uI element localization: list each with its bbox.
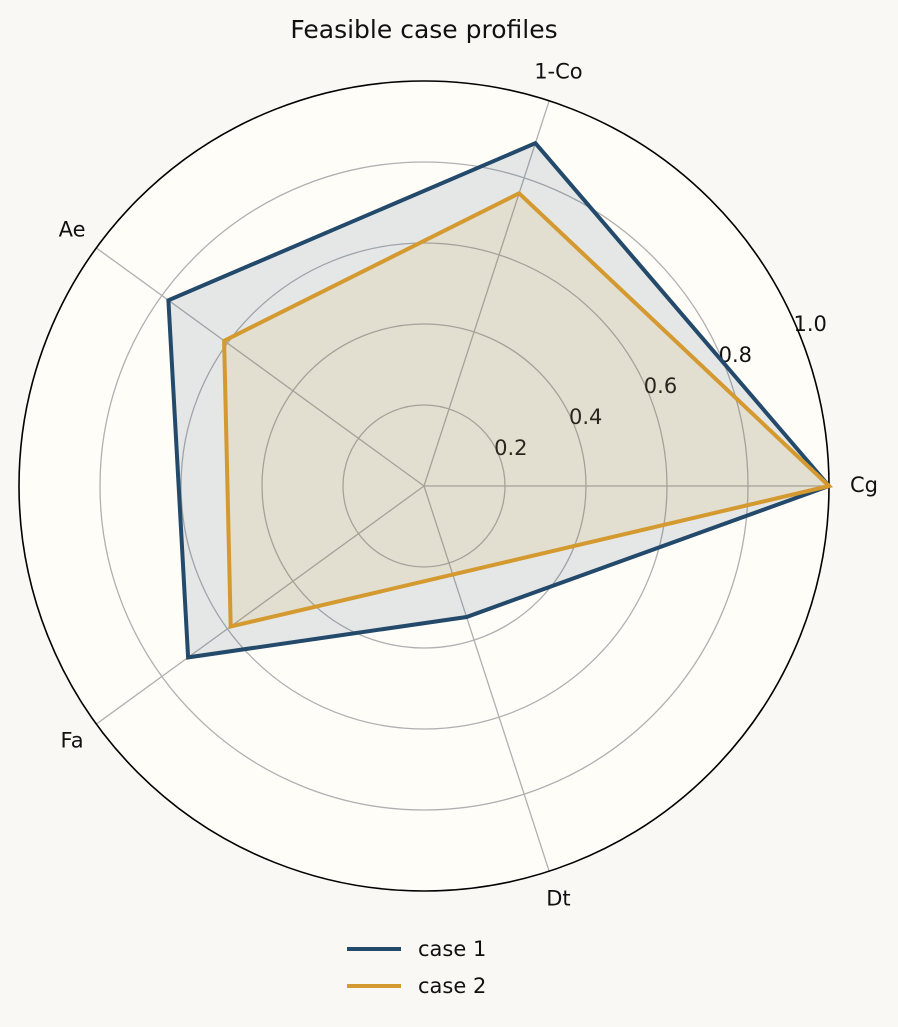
spoke <box>95 485 425 725</box>
category-label: Fa <box>61 729 84 753</box>
spoke <box>95 247 425 487</box>
series-area <box>222 190 834 630</box>
category-label: Ae <box>59 217 86 241</box>
legend-label: case 2 <box>418 974 486 998</box>
chart-title: Feasible case profiles <box>290 15 557 44</box>
category-label: Cg <box>850 473 878 497</box>
spoke <box>423 100 550 487</box>
category-label: Dt <box>546 887 570 911</box>
legend-label: case 1 <box>418 937 486 961</box>
r-tick-label: 0.4 <box>569 405 602 429</box>
r-tick-label: 0.2 <box>494 436 527 460</box>
r-tick-label: 0.6 <box>644 374 677 398</box>
series-area <box>166 140 833 660</box>
spoke <box>423 485 550 872</box>
category-label: 1-Co <box>534 59 582 83</box>
